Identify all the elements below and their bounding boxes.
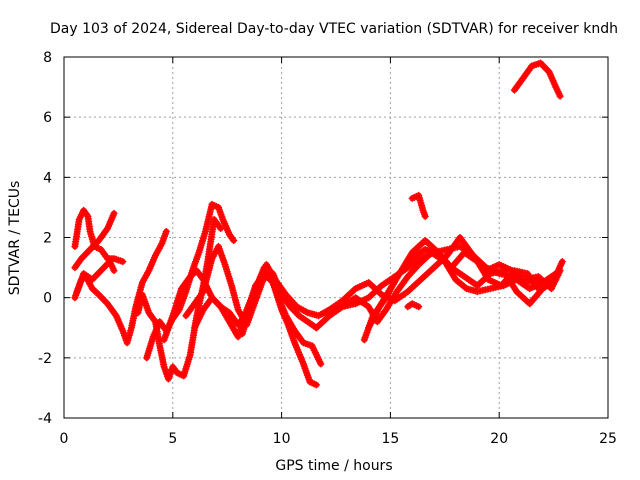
y-axis-label: SDTVAR / TECUs [7,181,23,296]
plus-markers [365,237,542,332]
y-tick-label: 4 [43,170,52,186]
series-trace-17 [510,59,564,100]
chart-title: Day 103 of 2024, Sidereal Day-to-day VTE… [50,21,618,37]
plus-markers [408,191,429,220]
series-trace-15 [404,300,423,311]
plot-frame [63,56,609,419]
x-tick-label: 15 [381,431,399,447]
x-tick-label: 25 [599,431,617,447]
series-trace-4 [73,258,118,296]
y-tick-label: -2 [38,351,52,367]
y-tick-label: 0 [43,291,52,307]
data-series [71,59,566,389]
plus-markers [404,300,423,311]
x-tick-label: 10 [273,431,291,447]
series-trace-16 [408,191,429,220]
plus-markers [71,209,118,272]
plus-markers [510,59,564,100]
x-tick-label: 20 [490,431,508,447]
y-tick-label: 8 [43,50,52,66]
plus-markers [73,258,118,296]
series-trace-3 [71,228,170,347]
y-tick-label: 6 [43,110,52,126]
y-tick-label: -4 [38,411,52,427]
y-tick-label: 2 [43,231,52,247]
grid-lines [64,57,608,418]
series-trace-14 [365,237,542,332]
series-trace-2 [71,209,118,272]
x-axis-label: GPS time / hours [275,458,392,474]
x-tick-label: 0 [60,431,69,447]
x-tick-label: 5 [168,431,177,447]
